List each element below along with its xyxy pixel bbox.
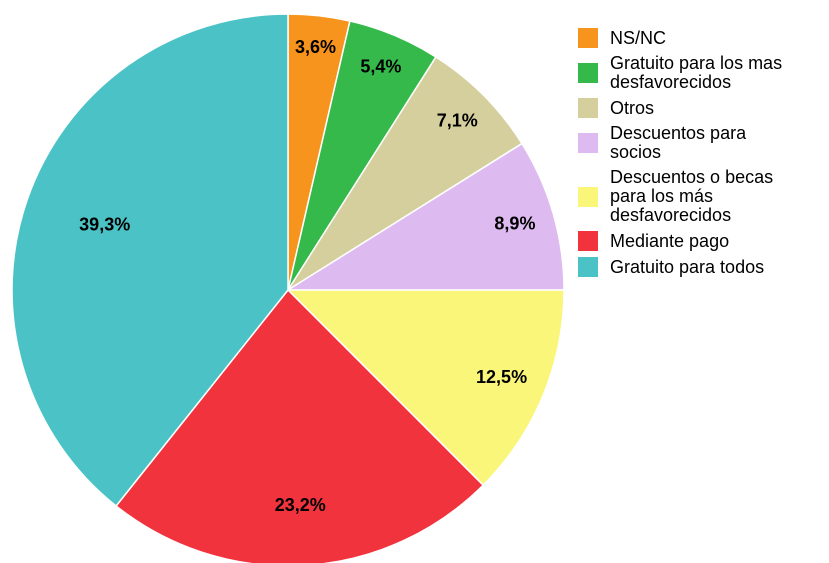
pie-slice — [286, 289, 565, 487]
legend-label: Gratuito para todos — [610, 256, 765, 277]
legend-swatch — [578, 28, 598, 48]
legend-swatch — [578, 133, 598, 153]
pie-slice — [115, 288, 485, 563]
data-label: 8,9% — [494, 214, 535, 234]
pie-slice — [11, 13, 289, 507]
legend-swatch — [578, 257, 598, 277]
pie-slice — [287, 55, 523, 291]
legend-item: Gratuito para los mas desfavorecidos — [578, 54, 808, 92]
legend-swatch — [578, 231, 598, 251]
data-label: 39,3% — [79, 215, 130, 235]
legend-item: Descuentos o becas para los más desfavor… — [578, 168, 808, 225]
legend-label: Mediante pago — [610, 230, 730, 251]
legend-label: Otros — [610, 97, 655, 118]
pie-slice — [285, 142, 565, 291]
data-label: 23,2% — [275, 495, 326, 515]
legend-item: Mediante pago — [578, 231, 808, 251]
legend-label: Descuentos para socios — [610, 123, 747, 162]
legend: NS/NC Gratuito para los mas desfavorecido… — [578, 28, 808, 283]
legend-swatch — [578, 186, 598, 207]
legend-item: NS/NC — [578, 28, 808, 48]
legend-item: Otros — [578, 98, 808, 118]
legend-item: Descuentos para socios — [578, 124, 808, 162]
legend-label: Descuentos o becas para los más desfavor… — [610, 167, 774, 225]
data-label: 3,6% — [295, 37, 336, 57]
legend-swatch — [578, 63, 598, 83]
legend-item: Gratuito para todos — [578, 257, 808, 277]
legend-label: Gratuito para los mas desfavorecidos — [610, 53, 783, 92]
data-label: 7,1% — [437, 111, 478, 131]
data-label: 5,4% — [360, 56, 401, 76]
legend-swatch — [578, 98, 598, 118]
data-label: 12,5% — [476, 367, 527, 387]
legend-label: NS/NC — [610, 27, 667, 48]
